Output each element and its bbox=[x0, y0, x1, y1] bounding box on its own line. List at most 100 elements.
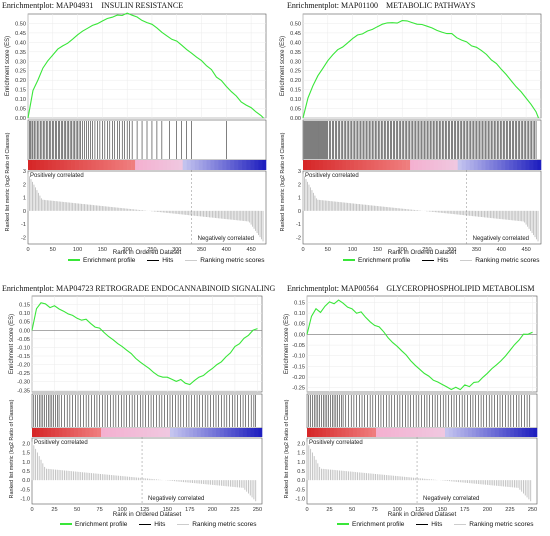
metric-ytick-label: -0.5 bbox=[20, 487, 30, 493]
heat-segment bbox=[246, 160, 251, 170]
title-prefix: Enrichmentplot: bbox=[287, 1, 339, 10]
xtick-label: 350 bbox=[197, 247, 206, 253]
es-ytick-label: 0.25 bbox=[15, 69, 26, 75]
positively-correlated-label: Positively correlated bbox=[34, 440, 88, 446]
es-ytick-label: 0.05 bbox=[294, 322, 305, 328]
title-name: INSULIN RESISTANCE bbox=[101, 1, 184, 10]
heat-segment bbox=[494, 428, 499, 437]
heat-segment bbox=[460, 428, 465, 437]
title-name: METABOLIC PATHWAYS bbox=[386, 1, 476, 10]
heat-segment bbox=[154, 428, 159, 437]
es-ytick-label: -0.25 bbox=[17, 371, 30, 377]
es-ytick-label: 0.15 bbox=[294, 300, 305, 306]
heat-segment bbox=[391, 428, 396, 437]
heat-segment bbox=[59, 160, 64, 170]
heat-segment bbox=[226, 160, 231, 170]
heat-segment bbox=[330, 160, 336, 170]
heat-segment bbox=[422, 428, 427, 437]
heat-segment bbox=[314, 160, 320, 170]
heat-segment bbox=[166, 160, 172, 170]
es-frame bbox=[27, 13, 267, 119]
metric-ytick-label: -1.0 bbox=[295, 497, 305, 503]
negatively-correlated-label: Negatively correlated bbox=[198, 236, 254, 242]
heat-segment bbox=[441, 428, 446, 437]
heat-segment bbox=[254, 160, 259, 170]
heat-segment bbox=[372, 428, 377, 437]
heat-segment bbox=[364, 428, 369, 437]
es-ytick-label: 0.00 bbox=[19, 328, 30, 334]
heat-segment bbox=[537, 160, 542, 170]
es-ytick-label: 0.00 bbox=[15, 116, 26, 122]
xtick-label: 75 bbox=[97, 507, 103, 513]
metric-ytick-label: -0.5 bbox=[295, 487, 305, 493]
heat-segment bbox=[154, 160, 160, 170]
es-ytick-label: -0.05 bbox=[292, 343, 305, 349]
heat-segment bbox=[170, 428, 175, 437]
heat-segment bbox=[505, 160, 510, 170]
gsea-panel-1: Enrichmentplot: MAP04931 INSULIN RESISTAN… bbox=[0, 0, 275, 268]
heat-segment bbox=[529, 428, 534, 437]
heat-segment bbox=[147, 160, 152, 170]
xtick-label: 0 bbox=[30, 507, 33, 513]
heat-segment bbox=[234, 160, 239, 170]
xtick-label: 250 bbox=[528, 507, 537, 513]
heat-segment bbox=[433, 160, 439, 170]
heat-segment bbox=[193, 428, 198, 437]
xtick-label: 175 bbox=[460, 507, 469, 513]
gsea-chart-3: 0.150.100.050.00-0.05-0.10-0.15-0.20-0.2… bbox=[9, 295, 263, 518]
heat-segment bbox=[448, 428, 453, 437]
panel-title: Enrichmentplot: MAP04723 RETROGRADE ENDO… bbox=[2, 284, 275, 293]
heat-segment bbox=[190, 160, 195, 170]
es-ytick-label: 0.10 bbox=[290, 97, 301, 103]
heat-segment bbox=[120, 428, 125, 437]
heat-segment bbox=[521, 160, 526, 170]
heat-segment bbox=[212, 428, 217, 437]
heat-segment bbox=[250, 160, 255, 170]
es-ytick-label: -0.15 bbox=[292, 364, 305, 370]
es-ytick-label: 0.45 bbox=[15, 31, 26, 37]
heat-segment bbox=[58, 428, 63, 437]
metric-ytick-label: 0.0 bbox=[297, 478, 305, 484]
es-ytick-label: 0.00 bbox=[294, 332, 305, 338]
heat-segment bbox=[242, 160, 247, 170]
heat-segment bbox=[246, 428, 251, 437]
heat-segment bbox=[318, 428, 323, 437]
es-ytick-label: -0.10 bbox=[17, 345, 30, 351]
heat-segment bbox=[31, 160, 37, 170]
heat-segment bbox=[204, 428, 209, 437]
metric-ytick-label: -1 bbox=[21, 222, 26, 228]
heat-segment bbox=[43, 428, 48, 437]
heat-segment bbox=[139, 428, 144, 437]
heat-segment bbox=[181, 428, 186, 437]
xtick-label: 200 bbox=[122, 247, 131, 253]
heat-segment bbox=[506, 428, 511, 437]
heat-segment bbox=[406, 428, 411, 437]
es-ytick-label: 0.45 bbox=[290, 31, 301, 37]
heat-segment bbox=[131, 428, 136, 437]
heat-segment bbox=[182, 160, 187, 170]
heat-segment bbox=[341, 428, 346, 437]
heat-segment bbox=[107, 160, 112, 170]
heat-segment bbox=[178, 160, 183, 170]
gsea-panel-2: Enrichmentplot: MAP01100 METABOLIC PATHWA… bbox=[275, 0, 550, 268]
title-prefix: Enrichmentplot: bbox=[287, 284, 339, 293]
heat-segment bbox=[258, 160, 263, 170]
metric-ytick-label: -1 bbox=[296, 222, 301, 228]
heat-segment bbox=[103, 160, 108, 170]
heat-segment bbox=[529, 160, 534, 170]
heat-segment bbox=[78, 428, 83, 437]
heat-segment bbox=[177, 428, 182, 437]
x-axis-label: Rank in Ordered Dataset bbox=[113, 249, 182, 256]
heat-segment bbox=[131, 160, 136, 170]
xtick-label: 200 bbox=[397, 247, 406, 253]
heat-segment bbox=[208, 428, 213, 437]
es-ytick-label: 0.40 bbox=[290, 40, 301, 46]
heat-segment bbox=[162, 428, 167, 437]
xtick-label: 0 bbox=[301, 247, 304, 253]
heat-segment bbox=[354, 160, 359, 170]
legend-hits: Hits bbox=[154, 521, 166, 528]
heat-segment bbox=[115, 160, 120, 170]
heat-segment bbox=[382, 160, 387, 170]
legend-metric: Ranking metric scores bbox=[475, 257, 540, 264]
xtick-label: 175 bbox=[185, 507, 194, 513]
